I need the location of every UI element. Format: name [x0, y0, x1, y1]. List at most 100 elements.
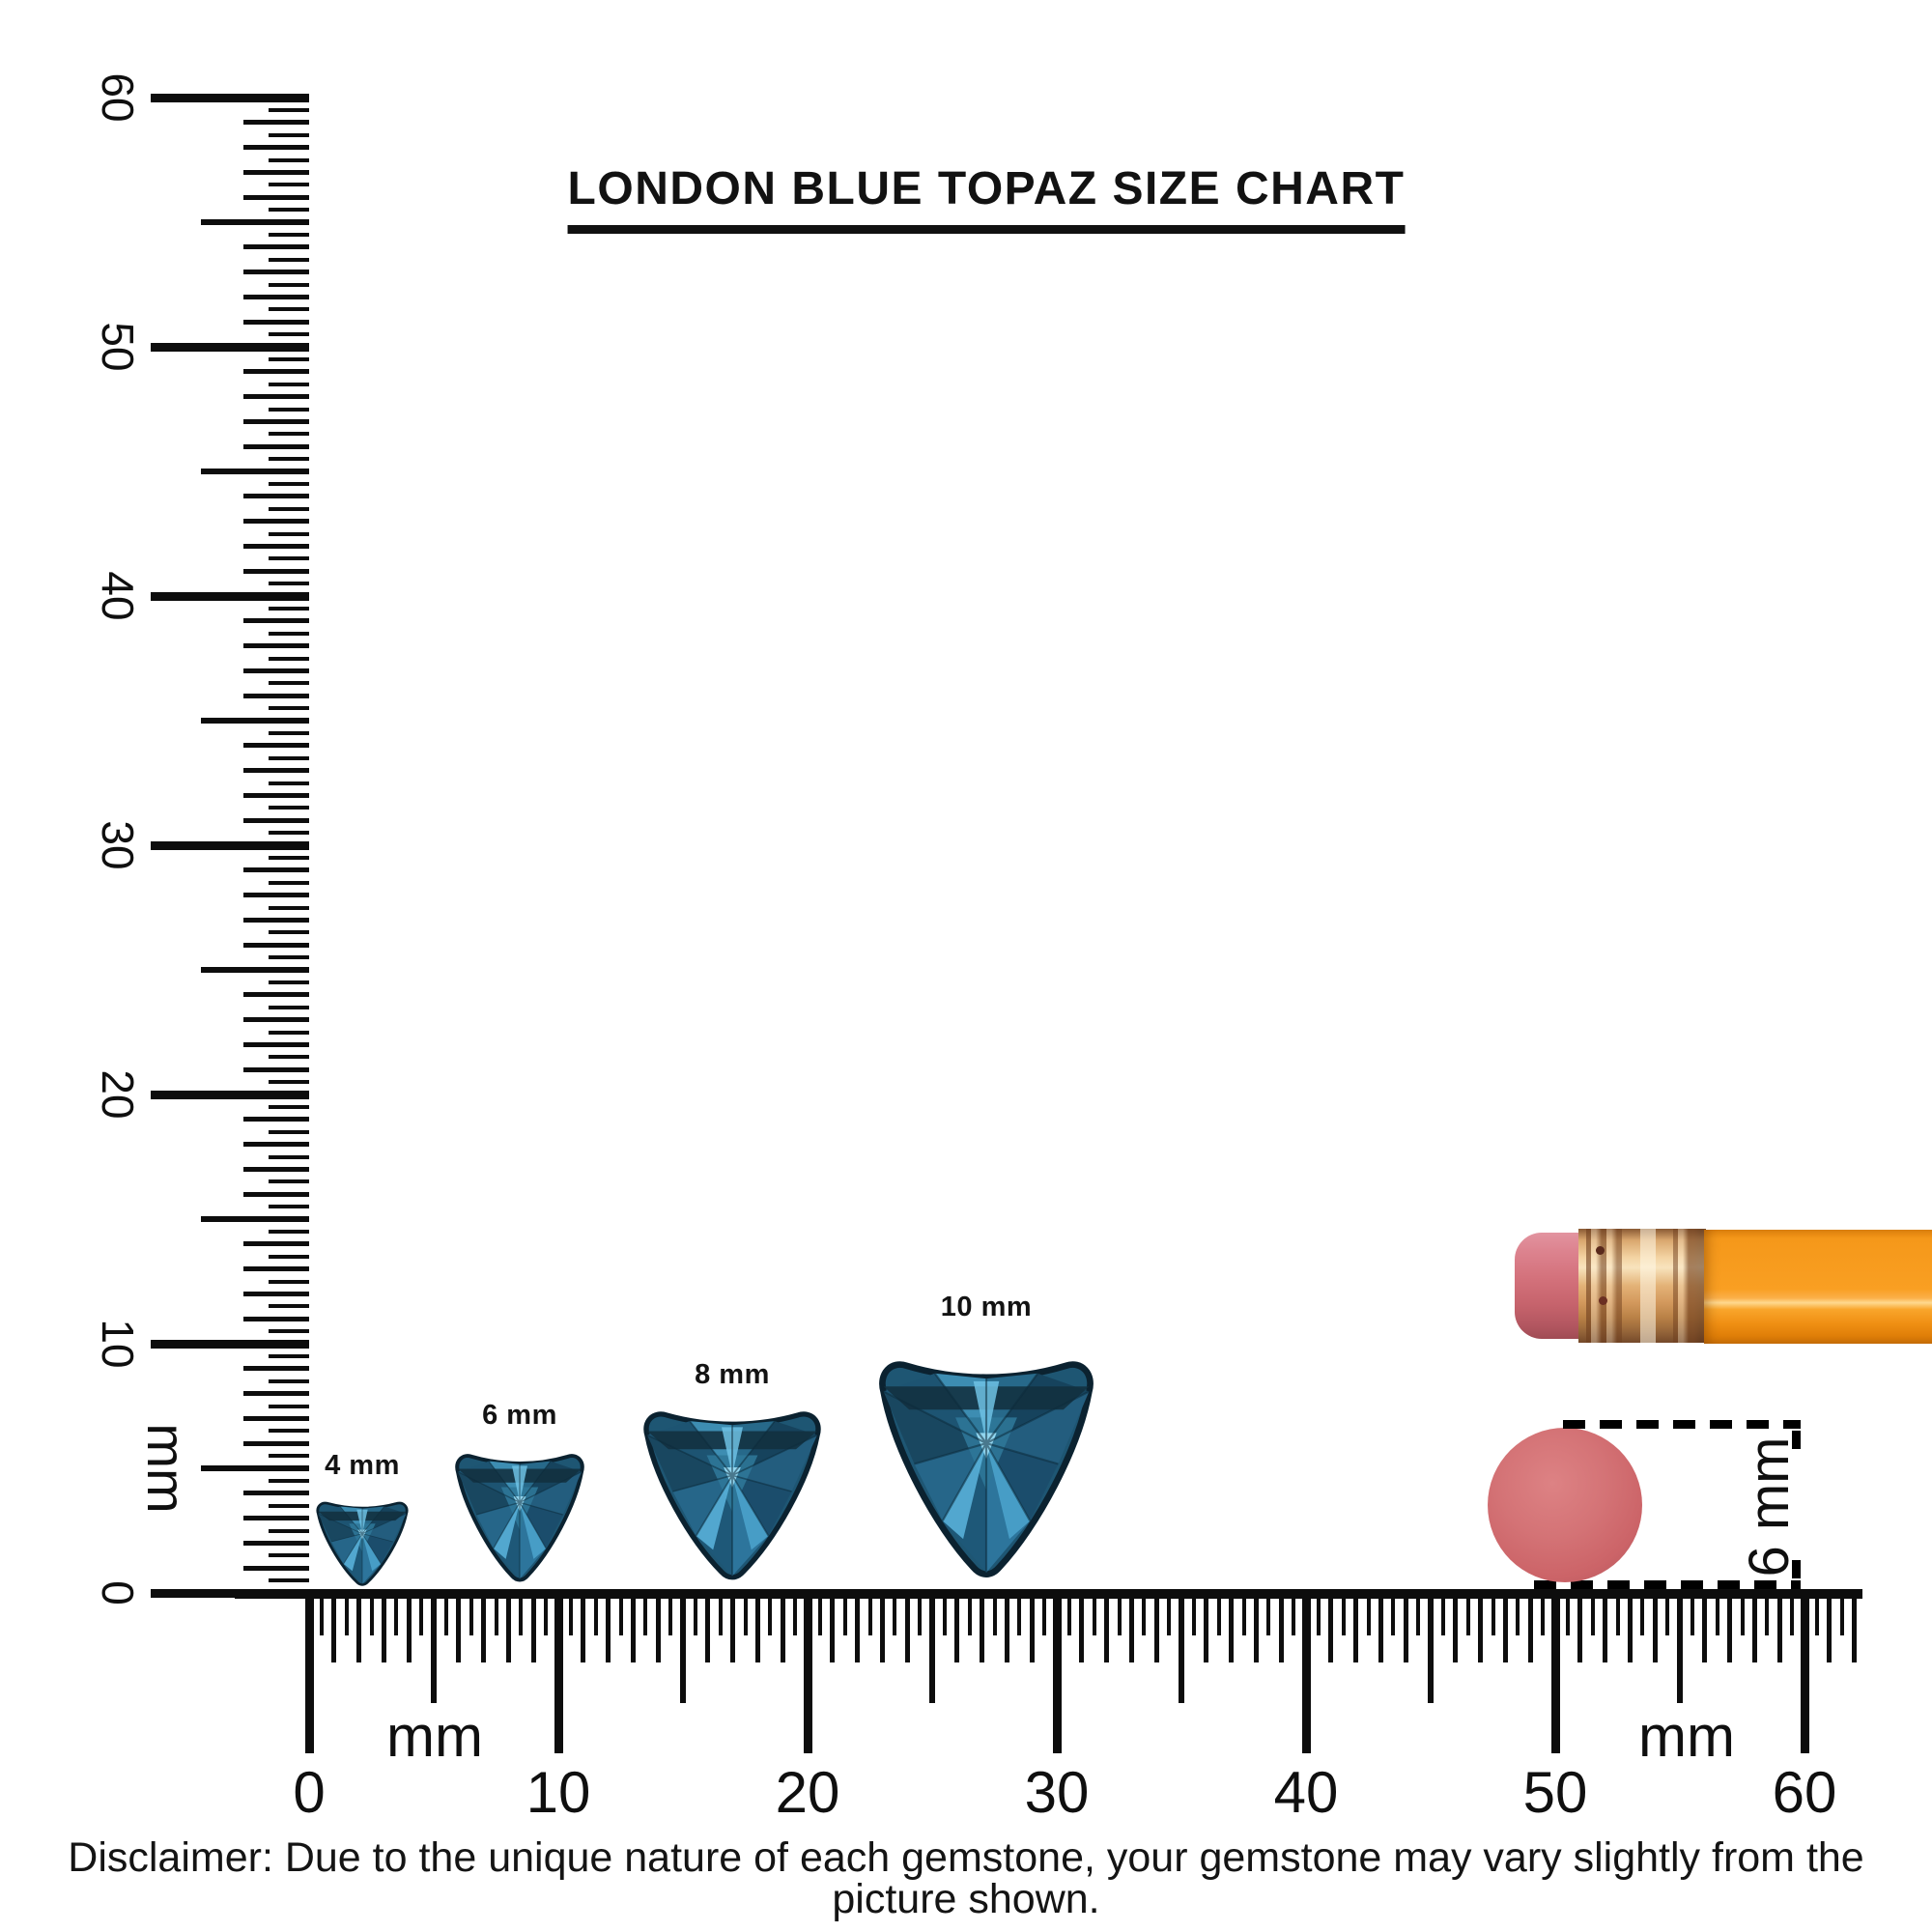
ruler-tick: [554, 1597, 563, 1753]
ruler-tick: [243, 519, 309, 525]
ruler-tick: [867, 1597, 872, 1635]
ruler-tick: [1328, 1597, 1334, 1662]
ruler-tick: [1191, 1597, 1196, 1635]
ruler-tick: [269, 1179, 309, 1184]
gem-10mm-label: 10 mm: [940, 1292, 1033, 1322]
pencil-body: [1704, 1230, 1932, 1344]
ruler-tick: [243, 1366, 309, 1372]
ruler-tick: [269, 232, 309, 237]
ruler-tick: [1366, 1597, 1371, 1635]
ruler-tick: [269, 1429, 309, 1434]
ruler-tick: [356, 1597, 362, 1662]
measure-dash-top: [1563, 1420, 1801, 1429]
ruler-tick: [1715, 1597, 1719, 1635]
ruler-tick: [942, 1597, 947, 1635]
ruler-tick: [1029, 1597, 1035, 1662]
ruler-tick: [344, 1597, 349, 1635]
ruler-tick: [568, 1597, 573, 1635]
ruler-tick: [269, 307, 309, 312]
ruler-tick: [1079, 1597, 1085, 1662]
ruler-tick: [1167, 1597, 1172, 1635]
ruler-tick: [1292, 1597, 1296, 1635]
ruler-tick: [243, 668, 309, 673]
ruler-tick: [593, 1597, 598, 1635]
ruler-tick: [269, 806, 309, 810]
ruler-tick: [1852, 1597, 1858, 1662]
ruler-tick: [842, 1597, 847, 1635]
ruler-tick: [1117, 1597, 1122, 1635]
hruler-unit-label: mm: [386, 1704, 483, 1769]
ruler-tick: [505, 1597, 511, 1662]
ruler-tick: [201, 469, 309, 474]
hruler-number: 10: [526, 1760, 591, 1825]
ruler-tick: [1052, 1597, 1062, 1753]
ruler-tick: [243, 120, 309, 126]
pencil: [1515, 1229, 1932, 1345]
ruler-tick: [443, 1597, 448, 1635]
ruler-tick: [830, 1597, 836, 1662]
round-eraser-disc: [1488, 1428, 1642, 1582]
ruler-tick: [243, 1041, 309, 1047]
ruler-tick: [544, 1597, 549, 1635]
ruler-tick: [269, 1005, 309, 1009]
ruler-tick: [630, 1597, 636, 1662]
ruler-tick: [730, 1597, 736, 1662]
ruler-tick: [1765, 1597, 1770, 1635]
ruler-tick: [243, 1142, 309, 1148]
ruler-tick: [243, 1017, 309, 1023]
ruler-tick: [269, 282, 309, 287]
vruler-number: 50: [93, 322, 143, 372]
ruler-tick: [243, 942, 309, 948]
ruler-tick: [1665, 1597, 1670, 1635]
ruler-tick: [803, 1597, 812, 1753]
ruler-tick: [269, 1205, 309, 1209]
ruler-tick: [1751, 1597, 1757, 1662]
ruler-tick: [269, 582, 309, 586]
ruler-tick: [1565, 1597, 1570, 1635]
ruler-tick: [1478, 1597, 1484, 1662]
ruler-tick: [269, 481, 309, 486]
ruler-tick: [269, 1578, 309, 1583]
ruler-tick: [1590, 1597, 1595, 1635]
ruler-tick: [243, 169, 309, 175]
ruler-tick: [269, 1528, 309, 1533]
gem-4mm: [316, 1501, 409, 1586]
ruler-tick: [1627, 1597, 1633, 1662]
ruler-tick: [269, 905, 309, 910]
ruler-tick: [780, 1597, 785, 1662]
ruler-tick: [1278, 1597, 1284, 1662]
ruler-tick: [381, 1597, 386, 1662]
ruler-tick: [967, 1597, 972, 1635]
ruler-tick: [269, 681, 309, 686]
ruler-tick: [904, 1597, 910, 1662]
ruler-tick: [1153, 1597, 1159, 1662]
ruler-tick: [269, 930, 309, 935]
ruler-tick: [1179, 1597, 1184, 1703]
ruler-tick: [269, 1229, 309, 1234]
ruler-tick: [1104, 1597, 1110, 1662]
ruler-tick: [1353, 1597, 1359, 1662]
ruler-tick: [1800, 1597, 1809, 1753]
ruler-tick: [1690, 1597, 1694, 1635]
ruler-tick: [693, 1597, 697, 1635]
vruler-unit-label: mm: [136, 1423, 197, 1514]
ruler-tick: [269, 755, 309, 760]
ruler-tick: [1491, 1597, 1495, 1635]
ruler-tick: [243, 917, 309, 923]
hruler-number: 50: [1522, 1760, 1588, 1825]
ruler-tick: [243, 418, 309, 424]
ruler-tick: [1516, 1597, 1520, 1635]
ruler-tick: [243, 768, 309, 774]
ruler-tick: [243, 1266, 309, 1272]
ruler-tick: [1128, 1597, 1134, 1662]
ruler-tick: [269, 1104, 309, 1109]
ruler-tick: [304, 1597, 314, 1753]
ruler-tick: [855, 1597, 861, 1662]
ruler-tick: [269, 356, 309, 361]
ruler-tick: [394, 1597, 399, 1635]
ruler-tick: [469, 1597, 473, 1635]
ruler-tick: [269, 382, 309, 386]
gem-8mm-label: 8 mm: [695, 1359, 770, 1390]
ruler-tick: [269, 855, 309, 860]
ruler-tick: [243, 568, 309, 574]
